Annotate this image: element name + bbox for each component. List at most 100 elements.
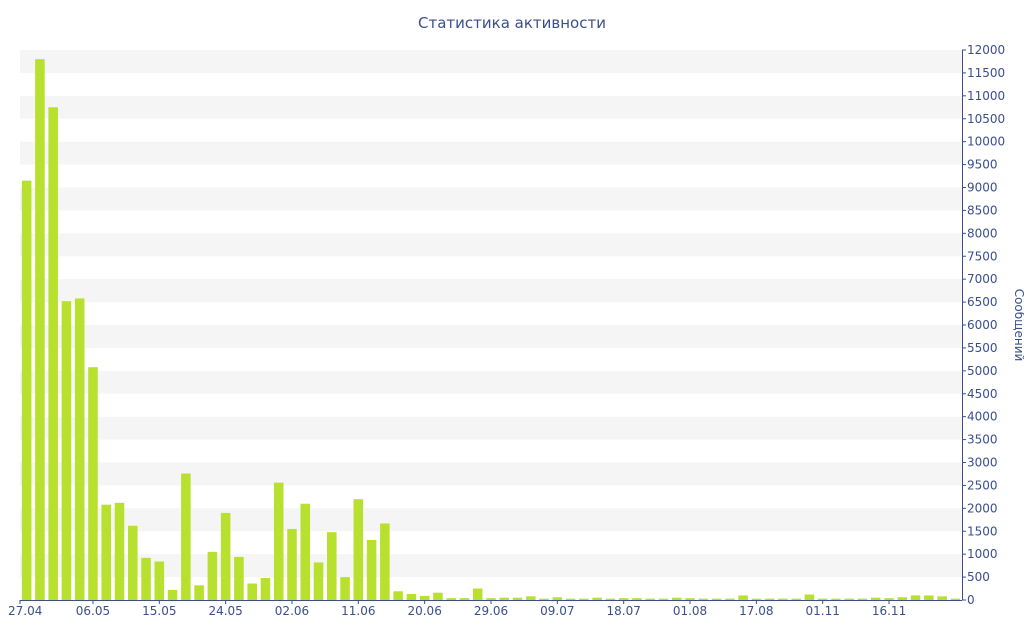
y-tick-label: 4500 xyxy=(967,387,998,401)
y-tick-label: 7500 xyxy=(967,249,998,263)
bar xyxy=(167,589,178,600)
bar xyxy=(446,598,456,600)
bar xyxy=(88,367,98,600)
bar xyxy=(234,556,244,600)
bar xyxy=(353,499,364,600)
bar xyxy=(459,598,470,600)
bar xyxy=(74,298,85,600)
bar xyxy=(61,301,72,600)
bar xyxy=(154,561,165,600)
bar xyxy=(340,577,350,600)
grid-band xyxy=(20,141,962,165)
y-tick-label: 2500 xyxy=(967,478,998,492)
bar xyxy=(101,504,112,600)
bar xyxy=(857,598,868,601)
grid-band xyxy=(20,187,962,211)
bar xyxy=(685,598,695,600)
bar xyxy=(393,591,403,600)
bar xyxy=(618,598,629,600)
bar xyxy=(924,595,934,600)
bar xyxy=(300,503,311,600)
grid-band xyxy=(20,95,962,119)
y-tick-label: 8000 xyxy=(967,226,998,240)
bar xyxy=(141,557,151,600)
bar xyxy=(831,598,841,601)
y-tick-label: 9500 xyxy=(967,158,998,172)
bar xyxy=(738,595,748,600)
y-tick-label: 1500 xyxy=(967,524,998,538)
grid-band xyxy=(20,50,962,73)
y-tick-label: 5500 xyxy=(967,341,998,355)
x-tick-label: 17.08 xyxy=(739,604,773,618)
bar xyxy=(870,597,881,600)
bar xyxy=(313,562,324,600)
y-tick-label: 7000 xyxy=(967,272,998,286)
grid-band xyxy=(20,554,962,578)
bar xyxy=(592,597,602,600)
y-tick-label: 6000 xyxy=(967,318,998,332)
bar xyxy=(220,512,231,600)
y-tick-label: 10000 xyxy=(967,135,1005,149)
x-tick-label: 24.05 xyxy=(208,604,242,618)
bar xyxy=(433,592,443,600)
y-tick-label: 5000 xyxy=(967,364,998,378)
y-tick-label: 3500 xyxy=(967,433,998,447)
bar xyxy=(419,595,430,601)
bar xyxy=(486,598,496,600)
x-tick-label: 06.05 xyxy=(76,604,110,618)
bar xyxy=(751,598,762,601)
bar xyxy=(671,597,682,600)
y-tick-label: 11500 xyxy=(967,66,1005,80)
x-tick-label: 01.08 xyxy=(673,604,707,618)
bar xyxy=(406,594,417,600)
bar xyxy=(512,597,523,600)
y-tick-label: 0 xyxy=(967,593,975,607)
bar xyxy=(380,523,390,600)
x-tick-label: 09.07 xyxy=(540,604,574,618)
bar xyxy=(128,525,138,600)
y-axis-title: Сообщений xyxy=(1012,289,1024,362)
x-tick-label: 20.06 xyxy=(407,604,441,618)
bar xyxy=(632,598,642,600)
bar xyxy=(817,598,828,601)
bar xyxy=(366,539,377,600)
bar xyxy=(207,551,218,601)
x-tick-label: 16.11 xyxy=(872,604,906,618)
bar xyxy=(711,598,722,601)
bar xyxy=(181,473,191,600)
bar xyxy=(273,482,284,600)
bar xyxy=(247,583,257,600)
bar xyxy=(910,595,921,600)
y-tick-label: 2000 xyxy=(967,501,998,515)
bar xyxy=(539,598,549,601)
x-tick-label: 27.04 xyxy=(8,604,42,618)
grid-band xyxy=(20,416,962,440)
bar xyxy=(658,598,669,601)
y-tick-label: 11000 xyxy=(967,89,1005,103)
grid-band xyxy=(20,462,962,486)
x-tick-label: 02.06 xyxy=(275,604,309,618)
x-tick-label: 15.05 xyxy=(142,604,176,618)
bar xyxy=(35,59,45,601)
y-tick-label: 8500 xyxy=(967,203,998,217)
grid-band xyxy=(20,233,962,257)
bar xyxy=(499,597,510,600)
grid-band xyxy=(20,370,962,394)
bar xyxy=(950,598,961,601)
bar xyxy=(791,598,801,601)
x-tick-label: 29.06 xyxy=(474,604,508,618)
grid-band xyxy=(20,279,962,303)
y-tick-label: 1000 xyxy=(967,547,998,561)
y-tick-label: 6500 xyxy=(967,295,998,309)
bar xyxy=(937,596,947,600)
bar xyxy=(114,502,125,600)
x-tick-label: 18.07 xyxy=(606,604,640,618)
grid-band xyxy=(20,325,962,348)
bar xyxy=(698,598,709,601)
x-tick-label: 11.06 xyxy=(341,604,375,618)
bar xyxy=(194,585,204,600)
bar xyxy=(884,598,894,600)
y-tick-label: 500 xyxy=(967,570,990,584)
bar xyxy=(897,597,908,600)
